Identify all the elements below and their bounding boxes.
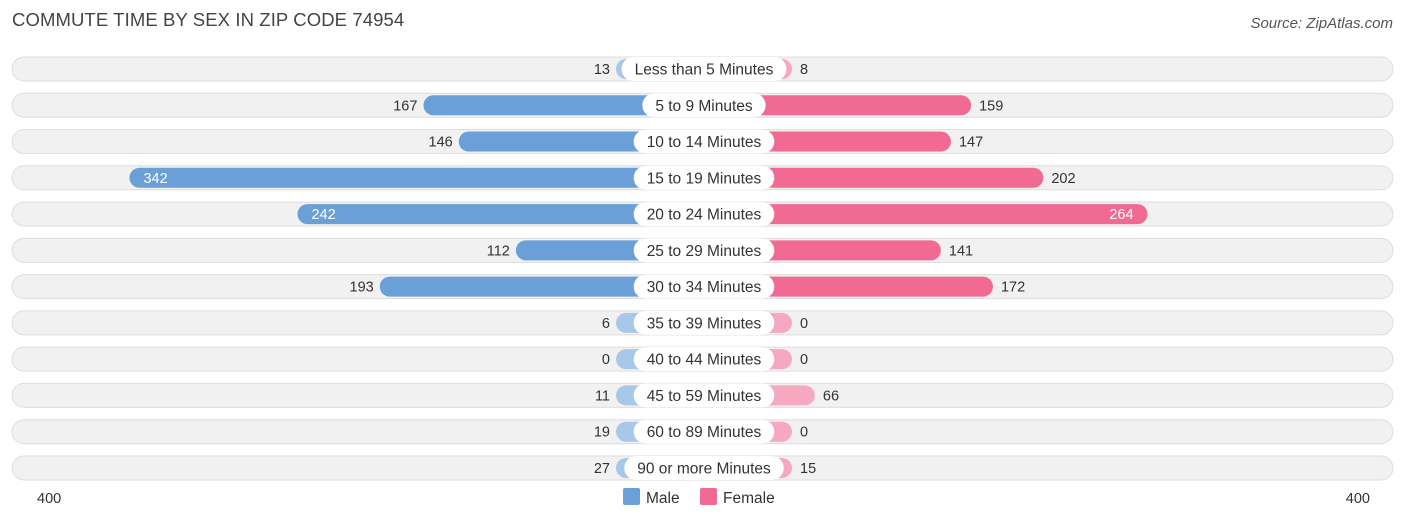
- legend-female-swatch: [700, 488, 717, 505]
- female-value-label: 8: [800, 62, 808, 78]
- category-pill: [633, 202, 775, 227]
- female-value-label: 0: [800, 425, 808, 441]
- female-value-label: 0: [800, 352, 808, 368]
- female-value-label: 0: [800, 316, 808, 332]
- female-value-label: 15: [800, 461, 816, 477]
- category-label: 35 to 39 Minutes: [647, 315, 762, 332]
- male-value-label: 193: [350, 280, 374, 296]
- category-pill: [633, 129, 775, 154]
- category-label: Less than 5 Minutes: [635, 62, 774, 79]
- axis-tick-left: 400: [37, 491, 61, 507]
- category-label: 45 to 59 Minutes: [647, 388, 762, 405]
- male-value-label: 242: [311, 207, 335, 223]
- category-pill: [633, 419, 775, 444]
- legend-female-label: Female: [723, 490, 775, 507]
- category-pill: [633, 347, 775, 372]
- male-value-label: 146: [429, 135, 453, 151]
- male-value-label: 11: [595, 388, 610, 404]
- female-value-label: 172: [1001, 280, 1025, 296]
- category-pill: [633, 165, 775, 190]
- male-bar: [423, 95, 704, 116]
- category-label: 5 to 9 Minutes: [655, 98, 753, 115]
- category-pill: [624, 455, 784, 480]
- category-label: 40 to 44 Minutes: [647, 352, 762, 369]
- legend-male-swatch: [623, 488, 640, 505]
- category-pill: [633, 274, 775, 299]
- chart-title: COMMUTE TIME BY SEX IN ZIP CODE 74954: [12, 9, 405, 30]
- male-bar: [297, 204, 704, 225]
- category-label: 20 to 24 Minutes: [647, 207, 762, 224]
- female-bar: [704, 167, 1044, 188]
- chart-source: Source: ZipAtlas.com: [1250, 15, 1393, 32]
- male-value-label: 13: [594, 62, 610, 78]
- female-value-label: 159: [979, 98, 1003, 114]
- female-bar: [704, 204, 1148, 225]
- category-label: 30 to 34 Minutes: [647, 279, 762, 296]
- category-label: 90 or more Minutes: [637, 460, 771, 477]
- female-value-label: 264: [1109, 207, 1133, 223]
- male-value-label: 19: [594, 425, 610, 441]
- male-bar: [379, 276, 704, 297]
- category-pill: [642, 93, 766, 118]
- category-pill: [633, 238, 775, 263]
- female-value-label: 141: [949, 243, 973, 259]
- male-value-label: 0: [602, 352, 610, 368]
- category-pill: [633, 310, 775, 335]
- male-value-label: 6: [602, 316, 610, 332]
- category-pill: [633, 383, 775, 408]
- category-label: 15 to 19 Minutes: [647, 170, 762, 187]
- female-bar: [704, 95, 972, 116]
- female-value-label: 147: [959, 135, 983, 151]
- category-pill: [621, 57, 787, 81]
- male-value-label: 27: [594, 461, 610, 477]
- category-label: 10 to 14 Minutes: [647, 134, 762, 151]
- female-value-label: 202: [1051, 171, 1075, 187]
- category-label: 60 to 89 Minutes: [647, 424, 762, 441]
- legend-male-label: Male: [646, 490, 680, 507]
- male-value-label: 112: [487, 243, 510, 259]
- female-bar: [704, 276, 993, 297]
- male-value-label: 342: [143, 171, 167, 187]
- male-bar: [129, 167, 704, 188]
- axis-tick-right: 400: [1346, 491, 1370, 507]
- category-label: 25 to 29 Minutes: [647, 243, 762, 260]
- female-value-label: 66: [823, 388, 839, 404]
- male-value-label: 167: [393, 98, 417, 114]
